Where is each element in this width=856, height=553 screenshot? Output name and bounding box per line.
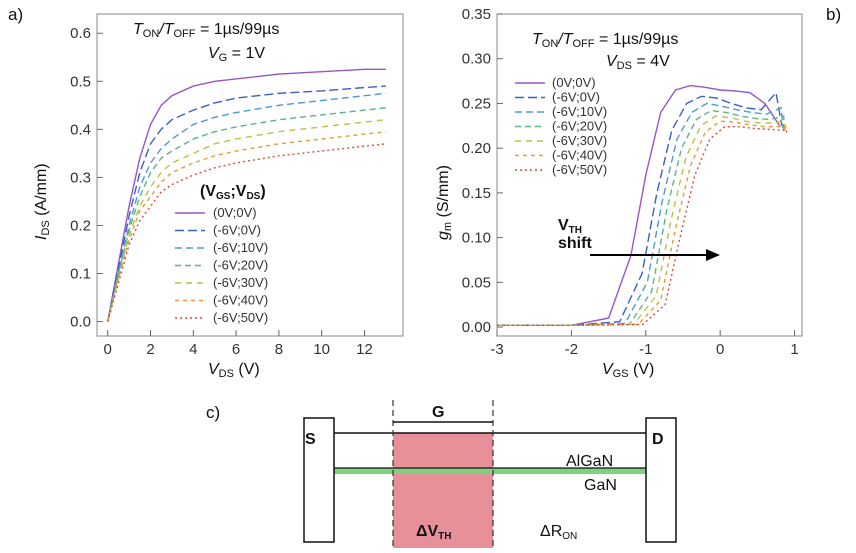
chartA-legend-entry: (-6V;30V) <box>213 275 268 290</box>
chartA-ytick-label: 0.4 <box>70 121 91 138</box>
chartA-series-line <box>107 85 386 322</box>
chartB-xtick-label: -1 <box>639 341 652 358</box>
vth-shift-label-line1: VTH <box>558 217 582 236</box>
chartB-ytick-label: 0.30 <box>462 51 491 68</box>
chartB-legend-entry: (-6V;40V) <box>552 148 607 163</box>
chartA-series-line <box>107 68 386 322</box>
drain-label: D <box>652 431 664 448</box>
chartB-xtick-label: -2 <box>565 341 578 358</box>
chartB-legend-entry: (-6V;10V) <box>552 104 607 119</box>
chartA-series-line <box>107 143 386 322</box>
chartA-legend-entry: (0V;0V) <box>213 205 257 220</box>
chart-b: -3 -2 -1 0 1 0.00 0.05 0.10 0.15 0.20 0.25 0.30 0.35… <box>462 6 803 358</box>
delta-vth-label: ΔVTH <box>416 523 452 542</box>
chartA-ytick-label: 0.6 <box>70 25 91 42</box>
source-label: S <box>305 431 316 448</box>
chartA-series-line <box>107 131 386 322</box>
chart-b-ylabel: gm (S/mm) <box>435 165 454 240</box>
vth-shift-arrowhead <box>706 249 720 261</box>
chartA-xtick-label: 12 <box>356 341 373 358</box>
chartB-xtick-label: 1 <box>790 341 798 358</box>
device-diagram: c) S D G AlGaN GaN ΔVTH ΔRON <box>206 400 677 548</box>
source-contact <box>303 417 335 543</box>
chartB-xtick-label: -3 <box>490 341 503 358</box>
chartA-ytick-label: 0.5 <box>70 73 91 90</box>
chart-b-xlabel: VGS (V) <box>602 361 654 380</box>
chart-a-frame <box>96 13 404 337</box>
chart-a-annotation-line2: VG = 1V <box>208 45 265 64</box>
gate-region <box>393 433 493 548</box>
chartA-legend-entry: (-6V;10V) <box>213 240 268 255</box>
chartA-ytick-label: 0.0 <box>70 314 91 331</box>
chart-a: 0 2 4 6 8 10 12 0.0 0.1 0.2 0.3 0.4 0.5 0.6 (0V;0V) (-6… <box>70 13 404 358</box>
chartB-series-line <box>497 125 788 326</box>
chartA-xtick-label: 4 <box>189 341 197 358</box>
chartA-legend-entry: (-6V;0V) <box>213 223 261 238</box>
2deg-channel <box>334 468 646 474</box>
chartA-ytick-label: 0.2 <box>70 217 91 234</box>
chart-b-frame <box>496 13 803 337</box>
chartA-xtick-label: 8 <box>275 341 283 358</box>
panel-b-label: b) <box>826 5 841 24</box>
chartA-xtick-label: 2 <box>146 341 154 358</box>
chart-a-xlabel: VDS (V) <box>208 361 260 380</box>
panel-a-label: a) <box>8 5 23 24</box>
chartB-ytick-label: 0.15 <box>462 185 491 202</box>
chartA-legend-entry: (-6V;20V) <box>213 258 268 273</box>
algan-label: AlGaN <box>566 453 613 470</box>
gan-label: GaN <box>584 477 617 494</box>
chart-b-annotation-line2: VDS = 4V <box>606 53 670 72</box>
chartA-ytick-label: 0.1 <box>70 266 91 283</box>
chartB-legend-entry: (-6V;50V) <box>552 162 607 177</box>
chartB-legend-entry: (-6V;30V) <box>552 133 607 148</box>
chartB-series-line <box>497 102 784 326</box>
chartB-ytick-label: 0.35 <box>462 6 491 23</box>
chartB-legend-entry: (-6V;20V) <box>552 119 607 134</box>
chartA-series-line <box>107 92 386 322</box>
chartB-ytick-label: 0.00 <box>462 319 491 336</box>
chartA-legend-entry: (-6V;50V) <box>213 310 268 325</box>
chartB-series-line <box>497 115 786 326</box>
chartA-series-line <box>107 119 386 322</box>
vth-shift-label-line2: shift <box>558 235 592 252</box>
chart-a-ylabel: IDS (A/mm) <box>33 163 52 240</box>
delta-ron-label: ΔRON <box>540 523 577 542</box>
chartB-ytick-label: 0.20 <box>462 140 491 157</box>
chartB-ytick-label: 0.10 <box>462 230 491 247</box>
chart-a-annotation-line1: TON/TOFF = 1µs/99µs <box>133 21 279 40</box>
chartA-xtick-label: 0 <box>104 341 112 358</box>
chartB-legend-entry: (0V;0V) <box>552 75 596 90</box>
chartA-ytick-label: 0.3 <box>70 169 91 186</box>
chartB-legend-entry: (-6V;0V) <box>552 90 600 105</box>
gate-label: G <box>432 404 444 421</box>
chartB-ytick-label: 0.05 <box>462 274 491 291</box>
chartA-xtick-label: 10 <box>313 341 330 358</box>
chartB-series-line <box>497 120 787 326</box>
drain-contact <box>645 417 677 543</box>
chartB-xtick-label: 0 <box>716 341 724 358</box>
chartB-series-line <box>497 91 783 326</box>
panel-c-label: c) <box>206 403 220 422</box>
chartA-series-line <box>107 107 386 322</box>
chartA-xtick-label: 6 <box>232 341 240 358</box>
chart-b-annotation-line1: TON/TOFF = 1µs/99µs <box>532 31 678 50</box>
chartB-ytick-label: 0.25 <box>462 95 491 112</box>
chartA-legend-entry: (-6V;40V) <box>213 293 268 308</box>
chartB-series-line <box>497 109 785 326</box>
chart-a-legend-title: (VGS;VDS) <box>200 183 266 202</box>
chartB-series-line <box>497 84 781 326</box>
